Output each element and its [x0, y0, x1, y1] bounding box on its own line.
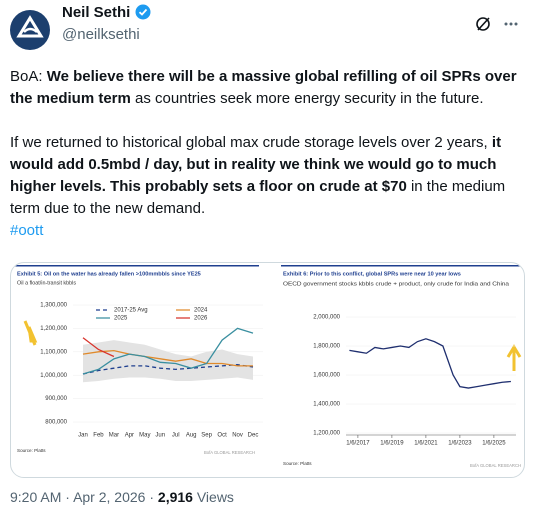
x-tick-label: Jul	[172, 433, 180, 439]
views-count: 2,916	[157, 489, 193, 505]
x-tick-label: 1/6/2021	[414, 441, 438, 447]
legend-label: 2025	[114, 316, 128, 322]
text-run: BoA:	[10, 68, 47, 85]
series-line	[349, 338, 511, 389]
legend-label: 2017-25 Avg	[114, 308, 148, 314]
y-tick-label: 1,600,000	[313, 373, 340, 379]
series-line	[82, 349, 253, 367]
y-tick-label: 1,100,000	[40, 349, 67, 355]
text-run: in the medium term due to the new demand…	[10, 178, 506, 217]
name-text[interactable]: Neil Sethi	[62, 4, 131, 21]
x-tick-label: Oct	[217, 433, 227, 439]
y-tick-label: 1,800,000	[313, 344, 340, 350]
x-tick-label: 1/6/2017	[346, 441, 370, 447]
time: 9:20 AM	[10, 489, 62, 505]
series-line	[82, 327, 254, 375]
panel-rule	[281, 265, 524, 267]
arrow	[506, 344, 522, 371]
tweet-text: BoA: We believe there will be a massive …	[10, 66, 522, 242]
footer: 9:20 AM · Apr 2, 2026 · 2,916 Views	[10, 489, 234, 505]
credit: BofA GLOBAL RESEARCH	[470, 463, 521, 468]
chart-title: Exhibit 6: Prior to this conflict, globa…	[283, 271, 461, 277]
range-band	[83, 340, 253, 383]
x-tick-label: May	[139, 433, 150, 439]
paragraph: If we returned to historical global max …	[10, 132, 522, 220]
avatar[interactable]	[10, 10, 50, 50]
chart-subtitle: OECD government stocks kbbls crude + pro…	[283, 281, 509, 287]
credit: BofA GLOBAL RESEARCH	[204, 450, 255, 455]
series-line	[82, 337, 115, 358]
y-tick-label: 2,000,000	[313, 315, 340, 321]
legend-label: 2024	[194, 308, 208, 314]
x-tick-label: Dec	[248, 433, 259, 439]
chart-title: Exhibit 5: Oil on the water has already …	[17, 271, 201, 277]
media[interactable]: Exhibit 5: Oil on the water has already …	[10, 262, 525, 478]
separator: ·	[149, 489, 155, 505]
verified-badge	[135, 4, 151, 20]
x-tick-label: Jan	[78, 433, 88, 439]
charts-image: Exhibit 5: Oil on the water has already …	[13, 265, 524, 475]
hashtag[interactable]: #oott	[10, 222, 44, 239]
y-tick-label: 1,400,000	[313, 402, 340, 408]
x-tick-label: Sep	[201, 433, 212, 439]
x-tick-label: Mar	[109, 433, 119, 439]
x-tick-label: Aug	[186, 433, 197, 439]
x-tick-label: 1/6/2019	[380, 441, 404, 447]
views-label: Views	[196, 489, 234, 505]
y-tick-label: 1,000,000	[40, 373, 67, 379]
legend-label: 2026	[194, 316, 208, 322]
y-tick-label: 1,200,000	[313, 431, 340, 437]
series-line	[82, 364, 254, 375]
panel-rule	[15, 265, 259, 267]
source: Source: Platts	[283, 461, 312, 466]
separator: ·	[65, 489, 70, 505]
text-run: We believe there will be a massive globa…	[10, 68, 517, 107]
text-run: If we returned to historical global max …	[10, 134, 492, 151]
x-tick-label: 1/6/2025	[482, 441, 506, 447]
arrow	[23, 320, 38, 346]
x-tick-label: Feb	[93, 433, 104, 439]
x-tick-label: Nov	[232, 433, 243, 439]
y-tick-label: 900,000	[45, 396, 67, 402]
date: Apr 2, 2026	[73, 489, 146, 505]
text-run: it would add 0.5mbd / day, but in realit…	[10, 134, 502, 195]
display-name[interactable]: Neil Sethi	[62, 4, 151, 21]
x-tick-label: Apr	[125, 433, 134, 439]
y-tick-label: 800,000	[45, 420, 67, 426]
y-tick-label: 1,200,000	[40, 326, 67, 332]
source: Source: Platts	[17, 448, 46, 453]
chart-subtitle: Oil a float/in-transit kbbls	[17, 280, 76, 286]
paragraph: BoA: We believe there will be a massive …	[10, 66, 522, 110]
header-icons[interactable]	[474, 14, 526, 34]
x-tick-label: Jun	[155, 433, 165, 439]
text-run: as countries seek more energy security i…	[130, 90, 484, 107]
handle[interactable]: @neilksethi	[62, 26, 140, 43]
x-tick-label: 1/6/2023	[448, 441, 472, 447]
y-tick-label: 1,300,000	[40, 303, 67, 309]
